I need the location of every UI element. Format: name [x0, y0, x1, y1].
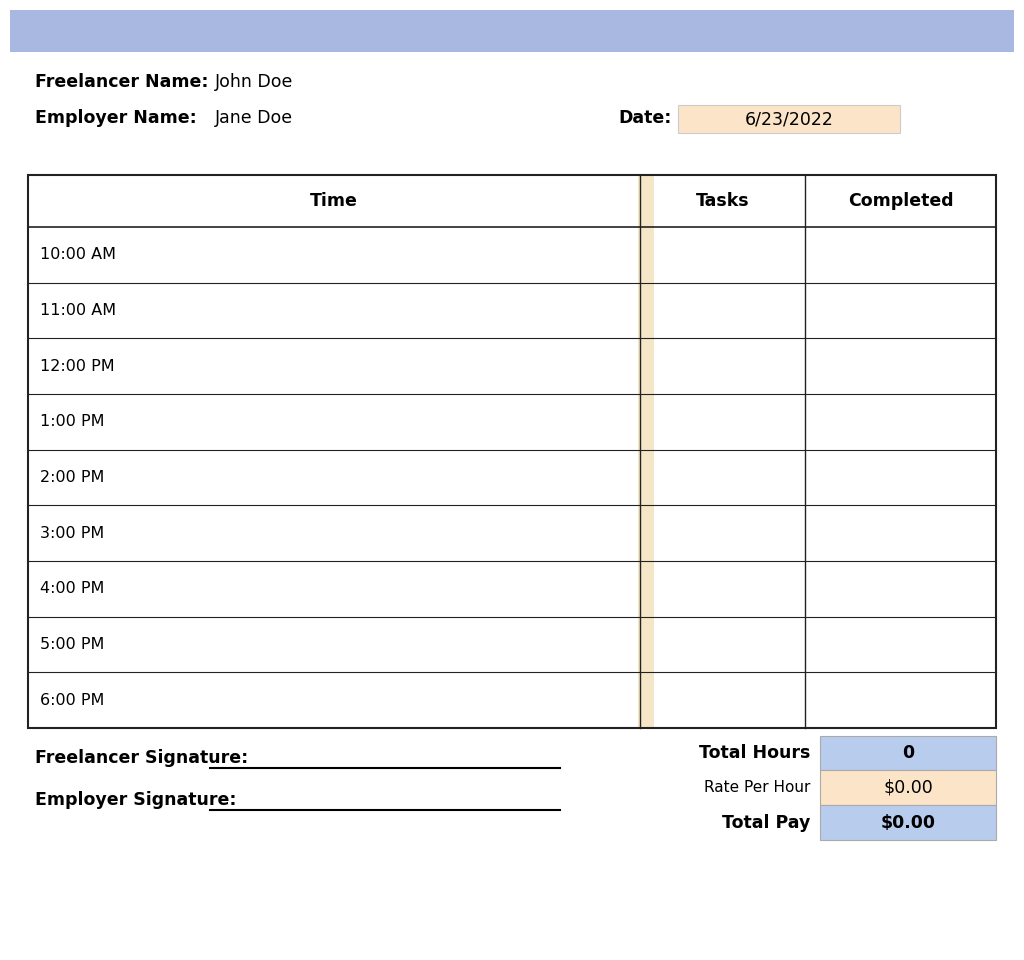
Text: 11:00 AM: 11:00 AM [40, 303, 116, 318]
Text: Employer Signature:: Employer Signature: [35, 791, 237, 809]
Bar [820, 770, 996, 805]
Text: 2:00 PM: 2:00 PM [40, 470, 104, 485]
Bar [820, 736, 996, 770]
Text: $0.00: $0.00 [883, 779, 933, 797]
Bar [28, 175, 996, 728]
Text: John Doe: John Doe [215, 73, 293, 91]
Text: Freelancer Name:: Freelancer Name: [35, 73, 209, 91]
Text: Jane Doe: Jane Doe [215, 109, 293, 127]
Text: Date:: Date: [618, 109, 672, 127]
Text: 4:00 PM: 4:00 PM [40, 582, 104, 596]
Text: 12:00 PM: 12:00 PM [40, 359, 115, 373]
Text: 10:00 AM: 10:00 AM [40, 248, 116, 262]
Text: 0: 0 [902, 744, 914, 762]
Text: Total Hours: Total Hours [698, 744, 810, 762]
Text: 3:00 PM: 3:00 PM [40, 526, 104, 540]
Text: Rate Per Hour: Rate Per Hour [703, 780, 810, 795]
Text: 6:00 PM: 6:00 PM [40, 693, 104, 708]
Text: Employer Name:: Employer Name: [35, 109, 197, 127]
Text: Freelancer Signature:: Freelancer Signature: [35, 749, 248, 767]
Text: Completed: Completed [848, 192, 953, 210]
Text: Time: Time [310, 192, 358, 210]
Text: 1:00 PM: 1:00 PM [40, 415, 104, 429]
Bar [820, 805, 996, 840]
Bar [638, 175, 654, 728]
Bar [678, 105, 900, 133]
Text: 6/23/2022: 6/23/2022 [744, 110, 834, 128]
Text: Total Pay: Total Pay [722, 813, 810, 831]
Text: $0.00: $0.00 [881, 813, 936, 831]
Text: Tasks: Tasks [695, 192, 750, 210]
Text: 5:00 PM: 5:00 PM [40, 637, 104, 652]
Bar [10, 10, 1014, 52]
